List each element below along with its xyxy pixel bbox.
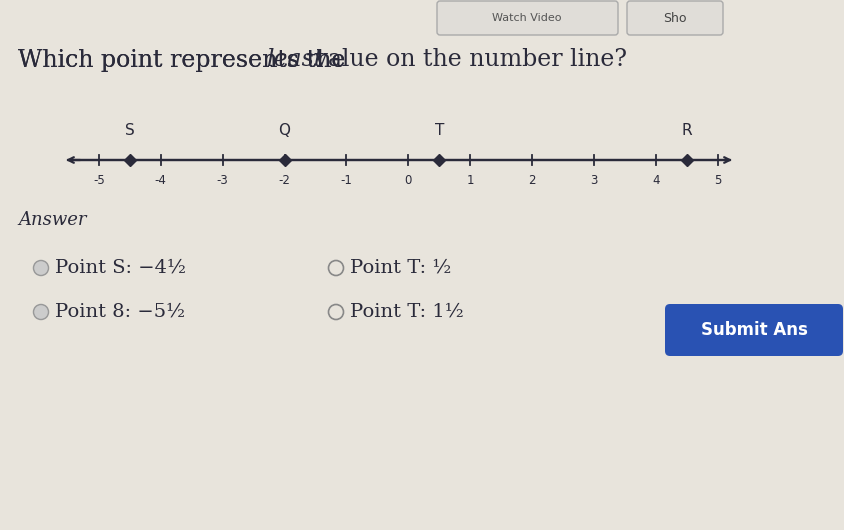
Text: Point 8: −5½: Point 8: −5½ [55,303,185,321]
Text: Point S: −4½: Point S: −4½ [55,259,186,277]
Text: value on the number line?: value on the number line? [307,49,627,72]
Text: -4: -4 [154,174,167,187]
Text: Watch Video: Watch Video [492,13,562,23]
Text: Point T: 1½: Point T: 1½ [350,303,463,321]
Text: -5: -5 [93,174,105,187]
Circle shape [34,261,48,276]
Text: Sho: Sho [663,12,687,24]
Text: 5: 5 [714,174,722,187]
Circle shape [328,261,344,276]
Text: Submit Ans: Submit Ans [701,321,808,339]
Text: Q: Q [279,123,290,138]
Text: 0: 0 [404,174,412,187]
Text: -3: -3 [217,174,229,187]
FancyBboxPatch shape [665,304,843,356]
Text: 1: 1 [467,174,473,187]
Text: -2: -2 [279,174,290,187]
Circle shape [328,305,344,320]
Circle shape [34,305,48,320]
FancyBboxPatch shape [627,1,723,35]
Text: least: least [267,49,323,72]
Text: 2: 2 [528,174,536,187]
FancyBboxPatch shape [437,1,618,35]
Text: Which point represents the: Which point represents the [18,49,353,72]
Text: T: T [435,123,444,138]
Text: S: S [125,123,135,138]
Text: Which point represents the: Which point represents the [18,49,353,72]
Text: Which point represents the: Which point represents the [18,49,353,72]
Text: Answer: Answer [18,211,86,229]
Text: -1: -1 [340,174,352,187]
Text: 3: 3 [590,174,598,187]
Text: R: R [681,123,692,138]
Text: Point T: ½: Point T: ½ [350,259,452,277]
Text: 4: 4 [652,174,659,187]
